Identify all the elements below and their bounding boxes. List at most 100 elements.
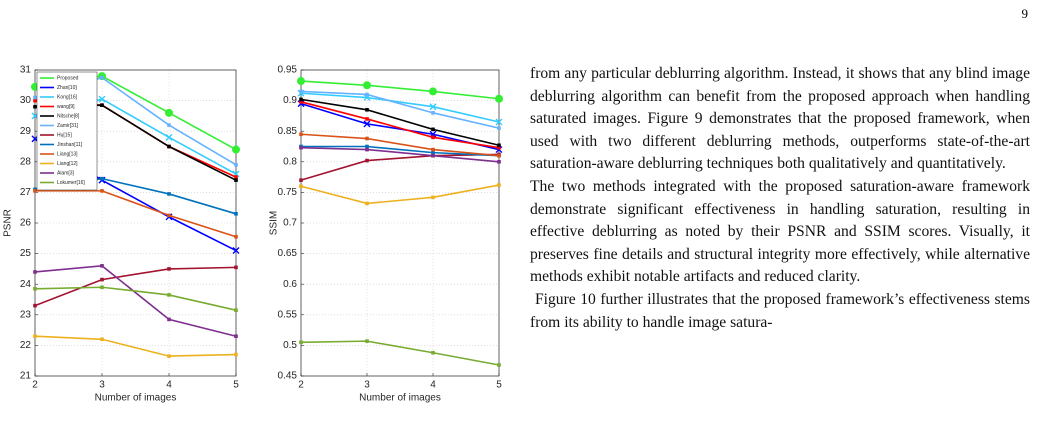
point [33, 189, 37, 193]
y-tick-label: 0.95 [278, 65, 298, 76]
point [431, 150, 435, 155]
series-line [34, 266, 237, 307]
point [234, 334, 238, 339]
y-tick-label: 31 [20, 65, 32, 76]
point [297, 77, 305, 86]
point [234, 352, 238, 357]
point [431, 127, 435, 132]
point [497, 143, 501, 148]
point [365, 107, 369, 112]
series-line [34, 286, 237, 311]
point [495, 118, 503, 126]
point [167, 354, 171, 358]
point [365, 144, 369, 149]
y-axis-label: PSNR [3, 209, 14, 237]
point [365, 92, 369, 97]
point [365, 136, 369, 141]
point [165, 108, 173, 117]
point [234, 234, 238, 239]
point [495, 94, 503, 103]
point [431, 195, 435, 200]
point [365, 339, 369, 343]
point [299, 97, 303, 102]
point [497, 183, 501, 187]
x-tick-label: 3 [99, 380, 105, 391]
series-line [34, 265, 237, 337]
y-tick-label: 0.8 [283, 156, 297, 167]
point [365, 201, 369, 206]
point [299, 340, 303, 345]
series-line [300, 80, 500, 100]
y-tick-label: 0.65 [278, 248, 298, 259]
point [33, 303, 37, 308]
y-tick-label: 0.7 [283, 218, 297, 229]
y-tick-label: 0.9 [283, 95, 297, 106]
point [100, 75, 104, 80]
point [234, 212, 238, 216]
point [167, 267, 171, 271]
y-tick-label: 0.6 [283, 279, 297, 290]
y-tick-label: 0.5 [283, 340, 297, 351]
point [431, 147, 435, 152]
series-line [300, 340, 500, 366]
legend-box [36, 71, 98, 191]
x-tick-label: 4 [166, 380, 172, 391]
legend-label: Nitsche[8] [57, 113, 80, 119]
point [100, 103, 104, 107]
point [167, 192, 171, 196]
point [232, 247, 240, 255]
x-tick-label: 5 [233, 380, 239, 391]
point [98, 95, 106, 103]
point [497, 145, 501, 150]
series-line [35, 190, 237, 238]
point [497, 160, 501, 164]
text-column: from any particular deblurring algorithm… [530, 63, 1030, 334]
legend-label: Jinshan[11] [57, 142, 83, 148]
series-line [300, 101, 500, 149]
y-tick-label: 21 [20, 371, 32, 382]
y-axis-label: SSIM [269, 211, 280, 235]
legend-label: Zhan[10] [57, 85, 77, 91]
point [299, 145, 303, 150]
point [33, 95, 37, 100]
y-tick-label: 0.45 [278, 371, 298, 382]
point [299, 178, 303, 182]
point [497, 153, 501, 158]
point [165, 133, 173, 141]
point [234, 163, 238, 167]
point [234, 178, 238, 182]
point [33, 334, 37, 339]
y-tick-label: 24 [20, 279, 32, 290]
x-tick-label: 4 [430, 380, 436, 391]
y-tick-label: 25 [20, 248, 32, 259]
y-tick-label: 23 [20, 309, 32, 320]
point [497, 363, 501, 367]
point [100, 264, 104, 268]
point [497, 126, 501, 130]
legend-label: wang[9] [57, 104, 75, 110]
paragraph: Figure 10 further illustrates that the p… [530, 290, 1030, 331]
series-line [300, 90, 500, 129]
paragraph: from any particular deblurring algorithm… [530, 65, 1030, 173]
point [167, 293, 171, 297]
legend-label: Lokumer[16] [57, 180, 85, 186]
legend-label: Zamir[31] [57, 123, 79, 129]
point [167, 317, 171, 322]
point [299, 184, 303, 189]
y-tick-label: 26 [20, 218, 32, 229]
legend-label: Proposed [57, 75, 79, 81]
plot-frame [34, 69, 237, 377]
point [431, 350, 435, 355]
y-tick-label: 22 [20, 340, 32, 351]
series-line [300, 184, 500, 205]
y-tick-label: 0.85 [278, 126, 298, 137]
y-tick-label: 0.55 [278, 309, 298, 320]
series-line [300, 98, 500, 147]
point [431, 135, 435, 140]
point [363, 120, 371, 128]
point [33, 286, 37, 291]
point [365, 158, 369, 163]
legend-label: Alam[3] [57, 170, 75, 176]
point [33, 270, 37, 274]
y-tick-label: 30 [20, 95, 32, 106]
